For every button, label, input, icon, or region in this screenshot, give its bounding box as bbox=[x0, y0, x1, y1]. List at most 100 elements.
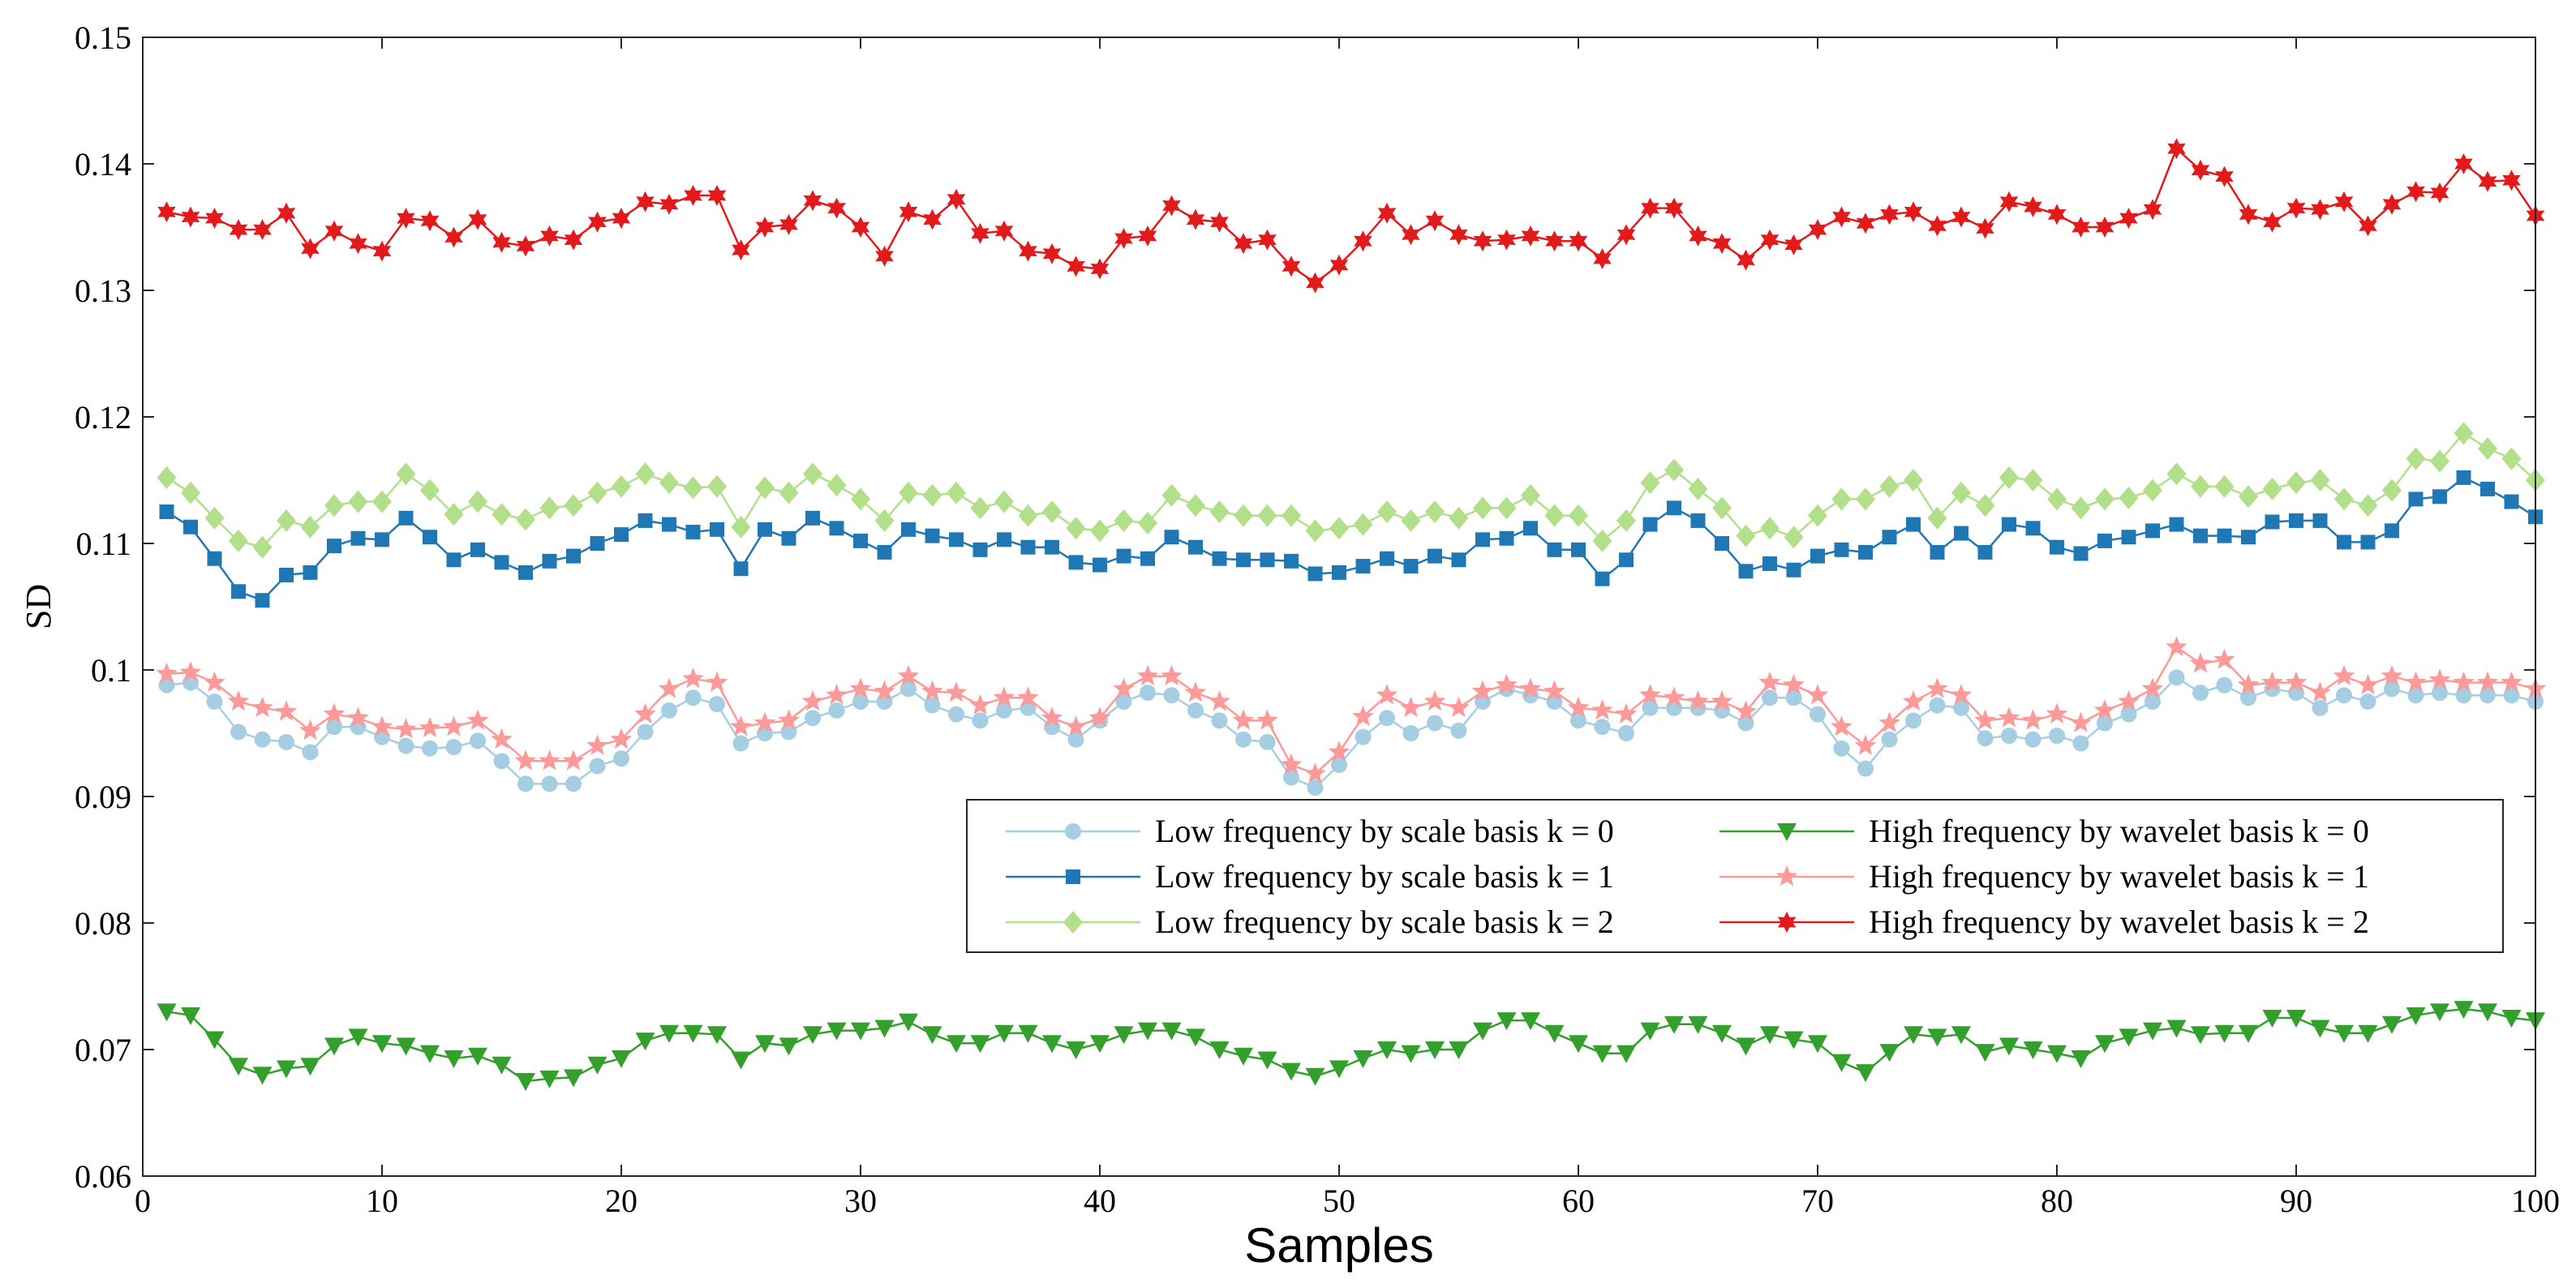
data-point bbox=[2430, 1003, 2449, 1022]
data-point bbox=[947, 188, 966, 210]
data-point bbox=[921, 680, 943, 701]
data-point bbox=[1234, 233, 1253, 255]
data-point bbox=[1831, 1054, 1852, 1072]
data-point bbox=[2504, 494, 2519, 509]
data-point bbox=[446, 552, 462, 568]
x-tick-label: 20 bbox=[605, 1183, 638, 1219]
data-point bbox=[2025, 521, 2041, 536]
data-point bbox=[301, 238, 320, 260]
data-point bbox=[2502, 170, 2521, 191]
data-point bbox=[2141, 677, 2164, 698]
data-point bbox=[829, 521, 844, 536]
data-point bbox=[2167, 138, 2186, 160]
data-point bbox=[805, 710, 821, 727]
data-point bbox=[874, 509, 895, 532]
legend: Low frequency by scale basis k = 0 High f… bbox=[966, 799, 2504, 953]
data-point bbox=[2312, 513, 2328, 528]
data-point bbox=[1066, 517, 1086, 540]
data-point bbox=[1882, 530, 1897, 545]
data-point bbox=[396, 462, 416, 486]
data-point bbox=[2432, 489, 2447, 504]
data-point bbox=[444, 1050, 464, 1068]
data-point bbox=[659, 1024, 679, 1043]
legend-marker bbox=[1066, 869, 1080, 884]
data-point bbox=[1380, 551, 1394, 566]
data-point bbox=[1425, 500, 1445, 523]
data-point bbox=[1735, 700, 1757, 721]
data-point bbox=[707, 474, 727, 498]
data-point bbox=[1760, 229, 1780, 251]
data-point bbox=[1090, 1035, 1110, 1054]
data-point bbox=[827, 197, 846, 219]
data-point bbox=[1951, 481, 1971, 504]
data-point bbox=[1115, 693, 1132, 710]
data-point bbox=[1402, 224, 1420, 246]
data-point bbox=[205, 208, 224, 230]
data-point bbox=[1975, 1044, 1995, 1063]
data-point bbox=[1616, 1045, 1636, 1063]
data-point bbox=[1953, 699, 1969, 716]
data-point bbox=[2216, 676, 2233, 693]
data-point bbox=[590, 536, 605, 551]
data-point bbox=[2215, 165, 2234, 187]
series-line bbox=[165, 476, 2536, 602]
data-point bbox=[997, 532, 1011, 547]
series-line bbox=[166, 646, 2536, 775]
data-point bbox=[2453, 671, 2475, 692]
series-square bbox=[159, 470, 2543, 608]
data-point bbox=[1400, 696, 1422, 718]
data-point bbox=[2478, 437, 2497, 460]
data-point bbox=[541, 775, 558, 792]
data-point bbox=[2310, 1020, 2330, 1038]
data-point bbox=[877, 544, 892, 560]
data-point bbox=[1161, 664, 1183, 686]
data-point bbox=[372, 490, 392, 513]
data-point bbox=[564, 1069, 583, 1088]
data-point bbox=[1257, 1051, 1277, 1070]
data-point bbox=[1066, 1041, 1086, 1059]
data-point bbox=[2191, 474, 2210, 498]
data-point bbox=[1616, 509, 1636, 532]
data-point bbox=[204, 671, 225, 692]
data-point bbox=[326, 719, 342, 736]
data-point bbox=[2049, 728, 2065, 745]
data-point bbox=[1090, 519, 1110, 543]
data-point bbox=[2286, 197, 2306, 219]
data-point bbox=[2430, 449, 2449, 473]
data-point bbox=[231, 584, 246, 599]
data-point bbox=[2237, 673, 2260, 694]
data-point bbox=[539, 496, 560, 520]
data-point bbox=[683, 1024, 703, 1043]
data-point bbox=[2143, 479, 2162, 502]
data-point bbox=[2286, 471, 2306, 495]
data-point bbox=[230, 723, 247, 741]
data-point bbox=[2358, 494, 2378, 517]
data-point bbox=[2405, 671, 2427, 692]
legend-item: Low frequency by scale basis k = 2 bbox=[1006, 904, 1614, 940]
data-point bbox=[518, 565, 533, 580]
legend-marker bbox=[1063, 911, 1083, 934]
data-point bbox=[1712, 233, 1732, 255]
data-point bbox=[971, 222, 990, 244]
data-point bbox=[1856, 213, 1875, 234]
data-point bbox=[1618, 725, 1634, 741]
data-point bbox=[422, 740, 438, 757]
data-point bbox=[1543, 680, 1565, 701]
data-point bbox=[851, 217, 870, 238]
y-tick-label: 0.1 bbox=[91, 652, 131, 689]
data-point bbox=[1833, 740, 1850, 757]
data-point bbox=[587, 1056, 608, 1075]
data-point bbox=[1545, 230, 1564, 252]
data-point bbox=[2337, 535, 2351, 550]
data-point bbox=[1856, 487, 1875, 511]
data-point bbox=[347, 706, 369, 728]
data-point bbox=[2455, 687, 2472, 704]
data-point bbox=[2385, 523, 2399, 539]
data-point bbox=[1642, 517, 1658, 532]
data-point bbox=[2024, 196, 2042, 217]
data-point bbox=[371, 715, 393, 736]
data-point bbox=[278, 733, 294, 750]
data-point bbox=[1760, 1026, 1780, 1045]
data-point bbox=[1999, 191, 2019, 213]
data-point bbox=[2143, 1022, 2162, 1041]
